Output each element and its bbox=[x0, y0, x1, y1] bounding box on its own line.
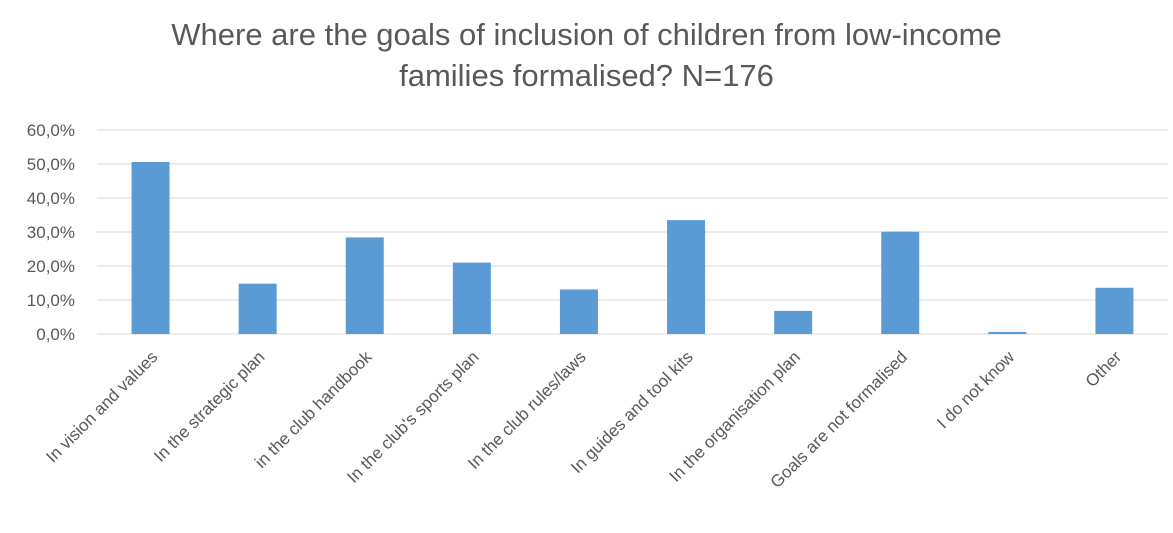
bar bbox=[774, 310, 813, 334]
bar bbox=[559, 289, 598, 334]
x-tick-label: in the club handbook bbox=[251, 347, 376, 472]
x-tick-label: In vision and values bbox=[42, 347, 161, 466]
x-tick-label: In the strategic plan bbox=[150, 347, 268, 465]
bar bbox=[881, 231, 920, 334]
y-tick-label: 60,0% bbox=[27, 121, 75, 140]
y-axis-tick-labels: 0,0% 10,0% 20,0% 30,0% 40,0% 50,0% 60,0% bbox=[27, 121, 75, 344]
bar bbox=[1095, 287, 1134, 334]
bar bbox=[345, 237, 384, 334]
bar bbox=[238, 283, 277, 334]
y-tick-label: 20,0% bbox=[27, 257, 75, 276]
chart-title-line-2: families formalised? N=176 bbox=[399, 58, 774, 93]
x-tick-label: I do not know bbox=[933, 347, 1018, 432]
bar bbox=[131, 161, 170, 334]
bar bbox=[988, 331, 1027, 334]
x-tick-label: Other bbox=[1082, 347, 1126, 391]
y-tick-label: 0,0% bbox=[36, 325, 75, 344]
chart-title: Where are the goals of inclusion of chil… bbox=[0, 14, 1173, 96]
y-tick-label: 10,0% bbox=[27, 291, 75, 310]
bar bbox=[667, 220, 706, 334]
bars bbox=[131, 161, 1134, 334]
bar bbox=[452, 262, 491, 334]
y-tick-label: 30,0% bbox=[27, 223, 75, 242]
y-tick-label: 40,0% bbox=[27, 189, 75, 208]
y-tick-label: 50,0% bbox=[27, 155, 75, 174]
chart-title-line-1: Where are the goals of inclusion of chil… bbox=[171, 17, 1002, 52]
x-tick-label: In the club rules/laws bbox=[464, 347, 590, 473]
x-tick-label: In guides and tool kits bbox=[567, 347, 697, 477]
